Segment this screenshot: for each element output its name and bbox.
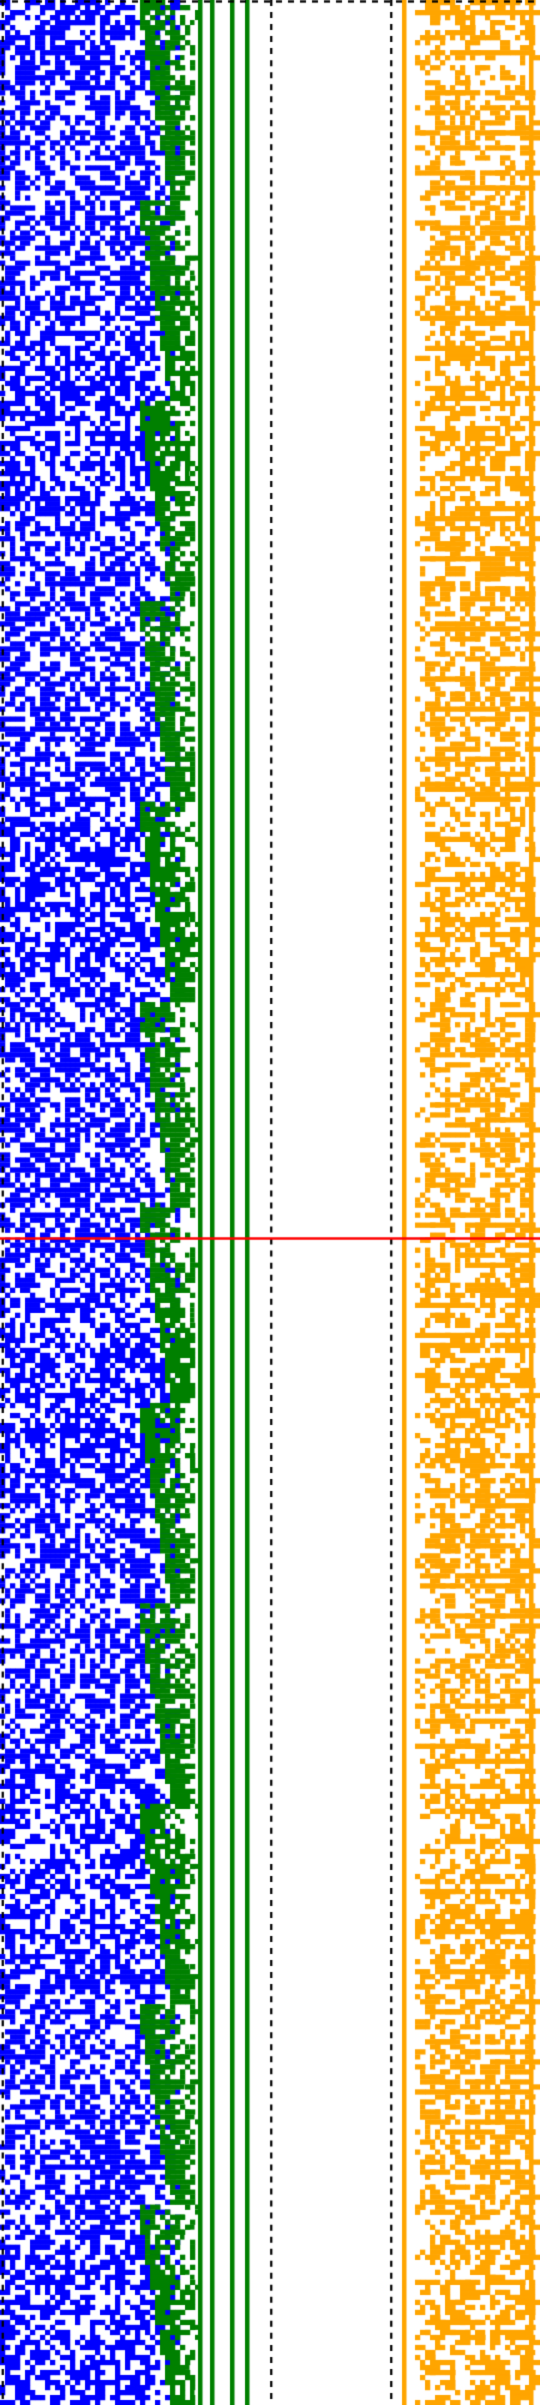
matrix-visualization bbox=[0, 0, 540, 2405]
matrix-canvas bbox=[0, 0, 540, 2405]
